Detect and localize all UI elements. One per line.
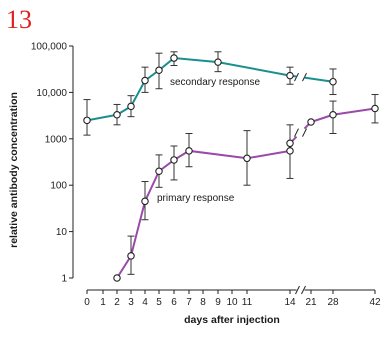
x-tick-label: 0: [84, 297, 90, 308]
x-tick-label: 10: [226, 297, 238, 308]
y-tick-label: 10,000: [36, 88, 67, 99]
data-point: [170, 156, 178, 164]
data-point: [214, 58, 222, 66]
data-point: [307, 118, 315, 126]
x-tick-label: 2: [114, 297, 120, 308]
x-axis-break-gap: [296, 287, 305, 293]
y-tick-label: 10: [56, 227, 68, 238]
x-tick-label: 7: [186, 297, 192, 308]
series-line: [303, 107, 376, 130]
x-tick-label: 42: [369, 297, 381, 308]
x-tick-label: 14: [284, 297, 296, 308]
data-point: [155, 167, 163, 175]
x-tick-label: 9: [215, 297, 221, 308]
x-tick-label: 5: [156, 297, 162, 308]
data-point: [243, 154, 251, 163]
x-axis-break-mark: [301, 285, 306, 295]
y-axis-title: relative antibody concentration: [8, 92, 20, 248]
data-point: [329, 77, 337, 86]
series-label: primary response: [157, 193, 235, 204]
x-tick-label: 3: [128, 297, 134, 308]
series-break-mark: [302, 72, 307, 82]
data-point: [83, 116, 91, 125]
series-secondary-response: secondary response: [83, 51, 337, 136]
x-tick-label: 21: [305, 297, 317, 308]
data-point: [155, 66, 163, 75]
series-break-mark: [302, 128, 307, 137]
y-tick-label: 100: [50, 181, 67, 192]
x-tick-label: 4: [142, 297, 148, 308]
x-tick-label: 1: [100, 297, 106, 308]
data-point: [141, 197, 149, 206]
data-point: [170, 54, 178, 62]
data-point: [113, 274, 121, 282]
data-point: [127, 252, 135, 260]
x-tick-label: 28: [327, 297, 339, 308]
figure-number: 13: [6, 5, 32, 34]
data-point: [329, 110, 337, 119]
x-tick-label: 6: [171, 297, 177, 308]
series-line: [304, 76, 334, 83]
series-primary-response: primary response: [113, 94, 379, 282]
series-line: [116, 143, 291, 279]
y-tick-label: 1000: [45, 134, 68, 145]
data-point: [286, 71, 294, 80]
data-point: [286, 139, 294, 148]
x-axis-break-mark: [295, 285, 300, 295]
y-tick-label: 1: [61, 274, 67, 285]
data-point: [127, 102, 135, 111]
series-label: secondary response: [170, 77, 260, 88]
series-break-mark: [294, 72, 299, 82]
x-axis-title: days after injection: [184, 314, 280, 326]
data-point: [286, 147, 294, 155]
plot-area: secondary response primary response: [83, 51, 379, 282]
data-point: [113, 110, 121, 119]
series-break-mark: [294, 128, 299, 137]
data-point: [141, 76, 149, 85]
x-tick-label: 11: [242, 297, 253, 308]
y-tick-label: 100,000: [31, 42, 68, 53]
x-tick-label: 8: [200, 297, 206, 308]
data-point: [185, 147, 193, 155]
data-point: [371, 104, 379, 113]
